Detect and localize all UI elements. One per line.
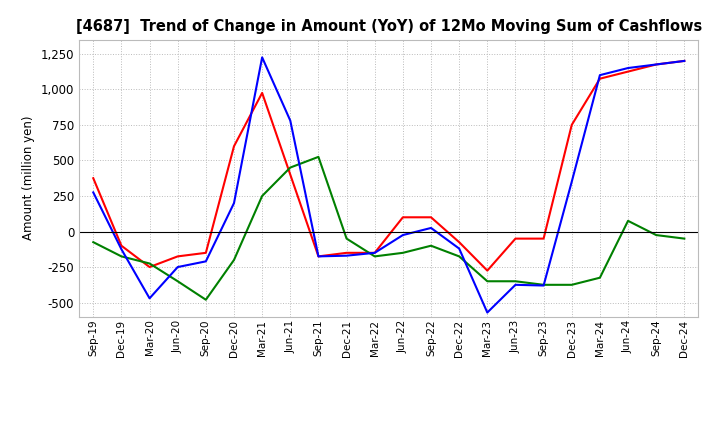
Free Cashflow [342, 253, 351, 258]
Title: [4687]  Trend of Change in Amount (YoY) of 12Mo Moving Sum of Cashflows: [4687] Trend of Change in Amount (YoY) o… [76, 19, 702, 34]
Line: Investing Cashflow: Investing Cashflow [94, 157, 684, 300]
Operating Cashflow [117, 243, 126, 248]
Investing Cashflow [230, 257, 238, 263]
Investing Cashflow [567, 282, 576, 287]
Investing Cashflow [539, 282, 548, 287]
Operating Cashflow [342, 250, 351, 256]
Operating Cashflow [145, 264, 154, 270]
Investing Cashflow [427, 243, 436, 248]
Free Cashflow [117, 247, 126, 252]
Free Cashflow [314, 254, 323, 259]
Free Cashflow [455, 246, 464, 251]
Operating Cashflow [314, 254, 323, 259]
Operating Cashflow [511, 236, 520, 241]
Operating Cashflow [624, 69, 632, 74]
Investing Cashflow [511, 279, 520, 284]
Free Cashflow [258, 55, 266, 60]
Investing Cashflow [370, 254, 379, 259]
Free Cashflow [202, 259, 210, 264]
Investing Cashflow [483, 279, 492, 284]
Investing Cashflow [680, 236, 688, 241]
Investing Cashflow [117, 254, 126, 259]
Free Cashflow [539, 283, 548, 288]
Investing Cashflow [595, 275, 604, 280]
Y-axis label: Amount (million yen): Amount (million yen) [22, 116, 35, 240]
Operating Cashflow [202, 250, 210, 256]
Free Cashflow [145, 296, 154, 301]
Free Cashflow [370, 250, 379, 256]
Operating Cashflow [427, 215, 436, 220]
Operating Cashflow [370, 250, 379, 256]
Operating Cashflow [595, 76, 604, 81]
Investing Cashflow [89, 239, 98, 245]
Operating Cashflow [230, 143, 238, 149]
Investing Cashflow [652, 232, 660, 238]
Investing Cashflow [399, 250, 408, 256]
Free Cashflow [89, 190, 98, 195]
Operating Cashflow [567, 122, 576, 128]
Operating Cashflow [286, 172, 294, 177]
Free Cashflow [624, 66, 632, 71]
Free Cashflow [399, 232, 408, 238]
Investing Cashflow [624, 218, 632, 224]
Operating Cashflow [680, 58, 688, 63]
Operating Cashflow [89, 176, 98, 181]
Free Cashflow [286, 118, 294, 123]
Operating Cashflow [455, 239, 464, 245]
Operating Cashflow [483, 268, 492, 273]
Free Cashflow [427, 225, 436, 231]
Investing Cashflow [342, 236, 351, 241]
Operating Cashflow [652, 62, 660, 67]
Free Cashflow [680, 58, 688, 63]
Investing Cashflow [286, 165, 294, 170]
Free Cashflow [483, 310, 492, 315]
Free Cashflow [595, 73, 604, 78]
Investing Cashflow [174, 279, 182, 284]
Free Cashflow [652, 62, 660, 67]
Investing Cashflow [202, 297, 210, 302]
Line: Operating Cashflow: Operating Cashflow [94, 61, 684, 271]
Investing Cashflow [314, 154, 323, 160]
Free Cashflow [230, 201, 238, 206]
Operating Cashflow [399, 215, 408, 220]
Operating Cashflow [174, 254, 182, 259]
Operating Cashflow [258, 90, 266, 95]
Line: Free Cashflow: Free Cashflow [94, 57, 684, 312]
Free Cashflow [174, 264, 182, 270]
Investing Cashflow [145, 261, 154, 266]
Operating Cashflow [539, 236, 548, 241]
Free Cashflow [511, 282, 520, 287]
Free Cashflow [567, 179, 576, 184]
Investing Cashflow [258, 193, 266, 198]
Investing Cashflow [455, 254, 464, 259]
